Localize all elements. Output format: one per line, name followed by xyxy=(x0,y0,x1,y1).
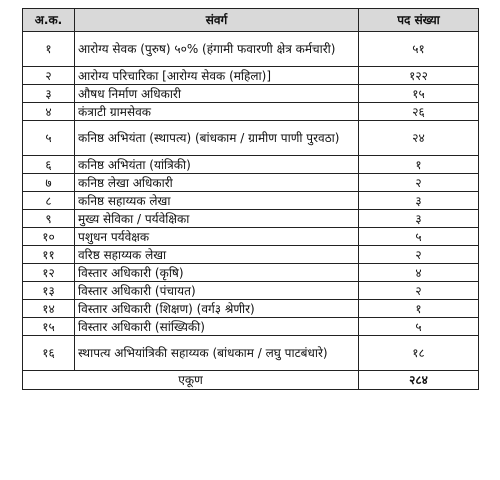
post-count-cell: ५१ xyxy=(358,31,479,67)
table-row: ७ कनिष्ठ लेखा अधिकारी २ xyxy=(22,173,479,192)
table-row: १३ विस्तार अधिकारी (पंचायत) २ xyxy=(22,281,479,300)
serial-number-cell: ४ xyxy=(22,102,75,121)
serial-number-cell: ६ xyxy=(22,155,75,174)
serial-number-cell: १२ xyxy=(22,263,75,282)
cadre-name-cell: विस्तार अधिकारी (कृषि) xyxy=(74,263,359,282)
cadre-name-cell: विस्तार अधिकारी (सांख्यिकी) xyxy=(74,317,359,336)
serial-number-cell: १६ xyxy=(22,335,75,371)
table-row: ९ मुख्य सेविका / पर्यवेक्षिका ३ xyxy=(22,209,479,228)
cadre-name-cell: कनिष्ठ अभियंता (यांत्रिकी) xyxy=(74,155,359,174)
serial-number-cell: ७ xyxy=(22,173,75,192)
cadre-name-cell: मुख्य सेविका / पर्यवेक्षिका xyxy=(74,209,359,228)
post-count-cell: १२२ xyxy=(358,66,479,85)
table-row: १० पशुधन पर्यवेक्षक ५ xyxy=(22,227,479,246)
serial-number-cell: ५ xyxy=(22,120,75,156)
cadre-name-cell: विस्तार अधिकारी (शिक्षण) (वर्ग३ श्रेणीर) xyxy=(74,299,359,318)
table-row: ३ औषध निर्माण अधिकारी १५ xyxy=(22,84,479,103)
cadre-name-cell: कंत्राटी ग्रामसेवक xyxy=(74,102,359,121)
post-count-cell: ४ xyxy=(358,263,479,282)
post-count-cell: २६ xyxy=(358,102,479,121)
header-row: अ.क. संवर्ग पद संख्या xyxy=(22,8,479,32)
serial-number-cell: ११ xyxy=(22,245,75,264)
table-row: १२ विस्तार अधिकारी (कृषि) ४ xyxy=(22,263,479,282)
cadre-name-cell: आरोग्य परिचारिका [आरोग्य सेवक (महिला)] xyxy=(74,66,359,85)
post-count-cell: १५ xyxy=(358,84,479,103)
cadre-name-cell: वरिष्ठ सहाय्यक लेखा xyxy=(74,245,359,264)
post-count-cell: २ xyxy=(358,281,479,300)
total-value: २८४ xyxy=(358,370,479,390)
post-count-cell: १ xyxy=(358,155,479,174)
table-row: ८ कनिष्ठ सहाय्यक लेखा ३ xyxy=(22,191,479,210)
table-row: २ आरोग्य परिचारिका [आरोग्य सेवक (महिला)] १… xyxy=(22,66,479,85)
cadre-name-cell: विस्तार अधिकारी (पंचायत) xyxy=(74,281,359,300)
serial-number-cell: १३ xyxy=(22,281,75,300)
serial-number-cell: १ xyxy=(22,31,75,67)
post-count-cell: २४ xyxy=(358,120,479,156)
serial-number-cell: १४ xyxy=(22,299,75,318)
post-count-cell: ५ xyxy=(358,227,479,246)
serial-number-cell: ८ xyxy=(22,191,75,210)
table-row: १ आरोग्य सेवक (पुरुष) ५०% (हंगामी फवारणी … xyxy=(22,31,479,67)
post-count-cell: ३ xyxy=(358,209,479,228)
post-count-cell: २ xyxy=(358,173,479,192)
header-post-count: पद संख्या xyxy=(358,8,479,32)
cadre-name-cell: स्थापत्य अभियांत्रिकी सहाय्यक (बांधकाम /… xyxy=(74,335,359,371)
serial-number-cell: १० xyxy=(22,227,75,246)
serial-number-cell: २ xyxy=(22,66,75,85)
total-row: एकूण २८४ xyxy=(22,370,479,390)
cadre-name-cell: पशुधन पर्यवेक्षक xyxy=(74,227,359,246)
header-cadre: संवर्ग xyxy=(74,8,359,32)
cadre-name-cell: कनिष्ठ अभियंता (स्थापत्य) (बांधकाम / ग्र… xyxy=(74,120,359,156)
cadre-name-cell: औषध निर्माण अधिकारी xyxy=(74,84,359,103)
total-label: एकूण xyxy=(22,370,359,390)
table-row: १४ विस्तार अधिकारी (शिक्षण) (वर्ग३ श्रेणी… xyxy=(22,299,479,318)
post-count-cell: १८ xyxy=(358,335,479,371)
post-count-cell: १ xyxy=(358,299,479,318)
document-body: अ.क. संवर्ग पद संख्या १ आरोग्य सेवक (पुरु… xyxy=(22,8,479,390)
serial-number-cell: १५ xyxy=(22,317,75,336)
table-row: ५ कनिष्ठ अभियंता (स्थापत्य) (बांधकाम / ग्… xyxy=(22,120,479,156)
cadre-name-cell: आरोग्य सेवक (पुरुष) ५०% (हंगामी फवारणी क… xyxy=(74,31,359,67)
post-count-cell: ५ xyxy=(358,317,479,336)
header-serial: अ.क. xyxy=(22,8,75,32)
table-row: ४ कंत्राटी ग्रामसेवक २६ xyxy=(22,102,479,121)
table-row: १५ विस्तार अधिकारी (सांख्यिकी) ५ xyxy=(22,317,479,336)
table-row: ११ वरिष्ठ सहाय्यक लेखा २ xyxy=(22,245,479,264)
table-row: १६ स्थापत्य अभियांत्रिकी सहाय्यक (बांधकाम… xyxy=(22,335,479,371)
cadre-name-cell: कनिष्ठ सहाय्यक लेखा xyxy=(74,191,359,210)
serial-number-cell: ९ xyxy=(22,209,75,228)
posts-table: अ.क. संवर्ग पद संख्या १ आरोग्य सेवक (पुरु… xyxy=(22,8,479,390)
post-count-cell: २ xyxy=(358,245,479,264)
table-row: ६ कनिष्ठ अभियंता (यांत्रिकी) १ xyxy=(22,155,479,174)
serial-number-cell: ३ xyxy=(22,84,75,103)
post-count-cell: ३ xyxy=(358,191,479,210)
table-header: अ.क. संवर्ग पद संख्या xyxy=(22,8,479,32)
table-body: १ आरोग्य सेवक (पुरुष) ५०% (हंगामी फवारणी … xyxy=(22,31,479,390)
cadre-name-cell: कनिष्ठ लेखा अधिकारी xyxy=(74,173,359,192)
